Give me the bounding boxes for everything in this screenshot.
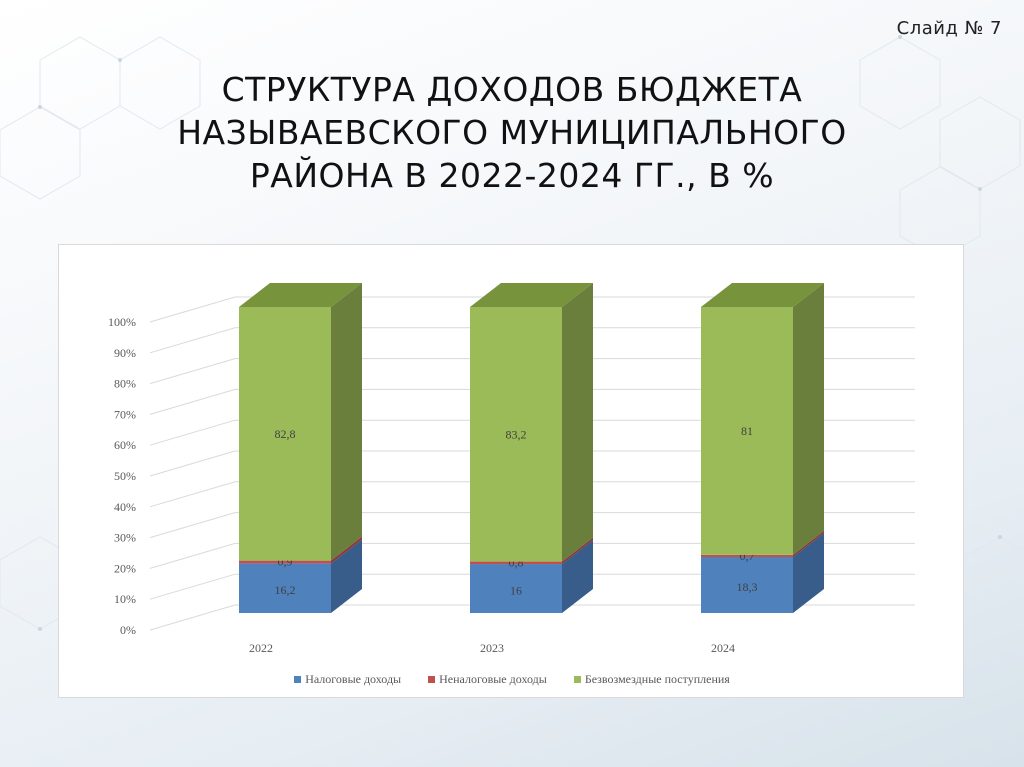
y-tick-label: 30% <box>114 531 136 545</box>
y-tick-label: 20% <box>114 561 136 575</box>
bar-segment-side <box>793 283 824 555</box>
legend-swatch-tax-icon <box>294 676 302 683</box>
y-tick-label: 10% <box>114 592 136 606</box>
data-label: 16 <box>510 584 522 598</box>
data-label: 83,2 <box>506 427 527 441</box>
bar-segment-side <box>331 539 362 613</box>
legend-label: Налоговые доходы <box>305 672 402 686</box>
data-label: 18,3 <box>737 580 758 594</box>
legend-swatch-grants-icon <box>573 676 581 683</box>
legend-label: Неналоговые доходы <box>439 672 547 686</box>
bar-segment-front <box>470 307 562 562</box>
x-category-label: 2022 <box>249 641 273 655</box>
bar-top <box>239 283 362 307</box>
bar-top <box>470 283 593 307</box>
gridline <box>149 573 915 600</box>
y-tick-label: 50% <box>114 469 136 483</box>
bar-segment-side <box>562 283 593 562</box>
y-tick-label: 80% <box>114 377 136 391</box>
bar-2022: 16,20,982,8 <box>239 283 362 613</box>
gridline <box>149 450 915 477</box>
data-label: 16,2 <box>275 583 296 597</box>
bar-2024: 18,30,781 <box>701 283 824 613</box>
bar-segment-front <box>701 554 793 558</box>
gridline <box>149 542 915 569</box>
gridline <box>149 296 915 323</box>
gridline <box>149 327 915 354</box>
x-category-label: 2023 <box>480 641 504 655</box>
bar-segment-front <box>239 307 331 561</box>
legend-label: Безвозмездные поступления <box>584 672 730 686</box>
y-tick-label: 70% <box>114 407 136 421</box>
bar-segment-front <box>470 564 562 613</box>
bar-segment-front <box>701 557 793 613</box>
legend-swatch-nontax-icon <box>428 676 436 683</box>
gridline <box>149 481 915 508</box>
bar-2023: 160,883,2 <box>470 283 593 613</box>
gridline <box>149 512 915 539</box>
gridline <box>149 419 915 446</box>
title-line-3: РАЙОНА В 2022-2024 ГГ., В % <box>249 156 775 195</box>
y-tick-label: 100% <box>108 315 136 329</box>
chart-legend: Налоговые доходы Неналоговые доходы Безв… <box>0 672 1024 687</box>
legend-item-nontax: Неналоговые доходы <box>428 672 547 687</box>
bar-segment-front <box>239 563 331 613</box>
data-label: 82,8 <box>275 427 296 441</box>
x-category-label: 2024 <box>711 641 735 655</box>
bar-segment-side <box>562 537 593 565</box>
legend-item-tax: Налоговые доходы <box>294 672 401 687</box>
slide-number: Слайд № 7 <box>896 18 1002 39</box>
gridline <box>149 388 915 415</box>
bar-segment-side <box>793 533 824 613</box>
y-tick-label: 60% <box>114 438 136 452</box>
bar-segment-front <box>470 561 562 565</box>
bar-segment-side <box>562 540 593 613</box>
title-line-1: СТРУКТУРА ДОХОДОВ БЮДЖЕТА <box>221 70 803 109</box>
bar-segment-front <box>239 560 331 564</box>
slide-title: СТРУКТУРА ДОХОДОВ БЮДЖЕТА НАЗЫВАЕВСКОГО … <box>0 68 1024 197</box>
bar-top <box>701 283 824 307</box>
title-line-2: НАЗЫВАЕВСКОГО МУНИЦИПАЛЬНОГО <box>177 113 847 152</box>
bar-segment-front <box>701 307 793 555</box>
legend-item-grants: Безвозмездные поступления <box>573 672 730 687</box>
gridline <box>149 358 915 385</box>
y-tick-label: 40% <box>114 500 136 514</box>
bar-segment-side <box>331 536 362 564</box>
y-tick-label: 90% <box>114 346 136 360</box>
data-label: 81 <box>741 424 753 438</box>
y-tick-label: 0% <box>120 623 136 637</box>
bar-segment-side <box>331 283 362 561</box>
gridline <box>149 604 915 631</box>
bar-segment-side <box>793 530 824 558</box>
